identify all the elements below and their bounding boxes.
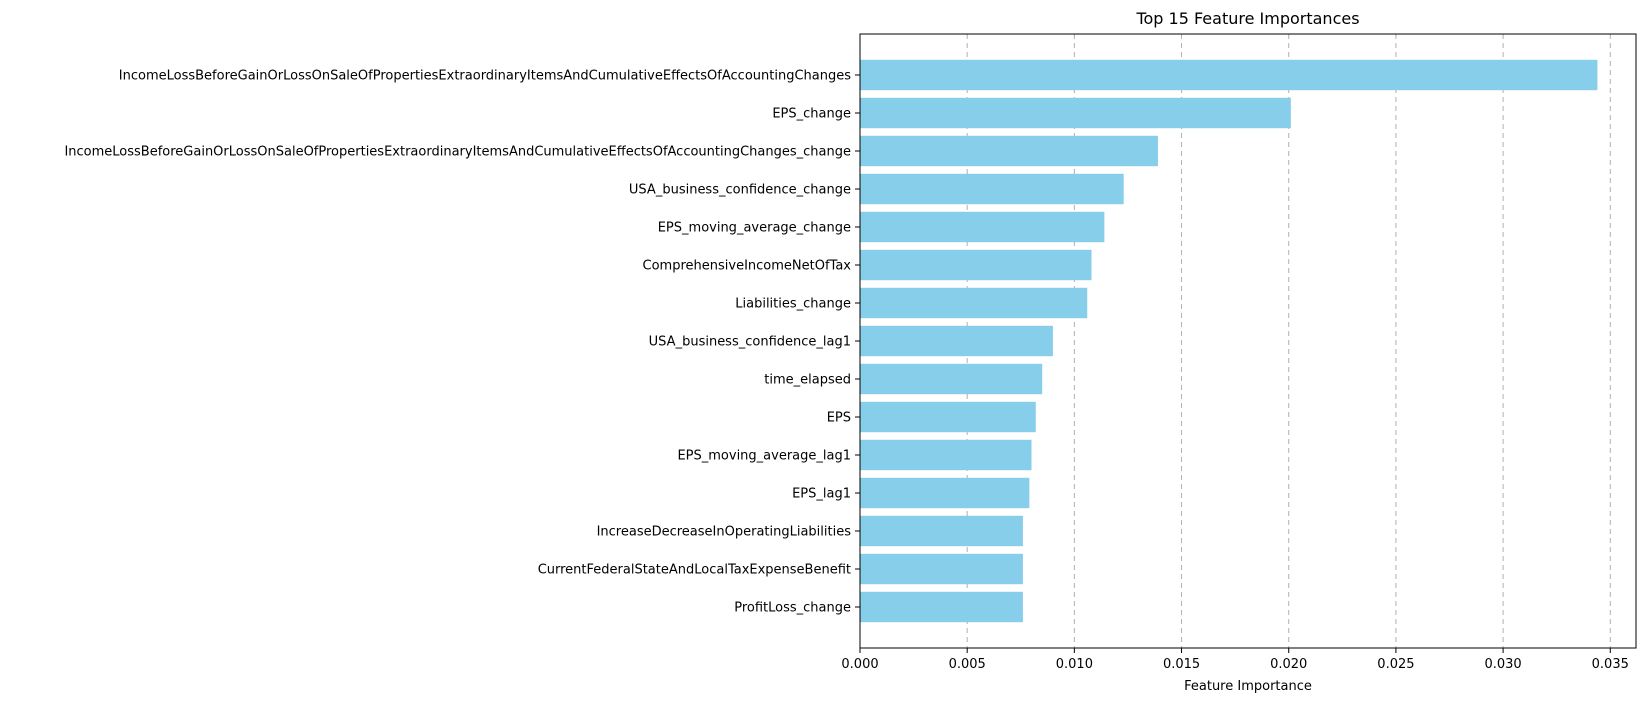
y-axis-ticks: IncomeLossBeforeGainOrLossOnSaleOfProper… xyxy=(64,69,860,616)
bar xyxy=(860,363,1043,395)
bar xyxy=(860,401,1036,433)
y-tick-label: USA_business_confidence_lag1 xyxy=(649,335,851,350)
y-tick-label: CurrentFederalStateAndLocalTaxExpenseBen… xyxy=(538,563,851,578)
bar xyxy=(860,287,1088,319)
y-tick-label: EPS_moving_average_lag1 xyxy=(677,449,851,464)
bar xyxy=(860,553,1023,585)
chart-title: Top 15 Feature Importances xyxy=(1135,9,1359,28)
y-tick-label: EPS xyxy=(827,411,851,426)
y-tick-label: USA_business_confidence_change xyxy=(629,183,851,198)
x-tick-label: 0.010 xyxy=(1056,657,1093,672)
bar xyxy=(860,135,1158,167)
y-tick-label: IncomeLossBeforeGainOrLossOnSaleOfProper… xyxy=(64,145,851,160)
y-tick-label: Liabilities_change xyxy=(735,297,851,312)
bar xyxy=(860,173,1124,205)
y-tick-label: EPS_lag1 xyxy=(792,487,851,502)
bar xyxy=(860,249,1092,281)
x-tick-label: 0.015 xyxy=(1163,657,1200,672)
bar xyxy=(860,477,1030,509)
bar xyxy=(860,591,1023,623)
bar xyxy=(860,439,1032,471)
bar xyxy=(860,97,1291,129)
x-axis-ticks: 0.000 0.005 0.010 0.015 0.020 0.025 0.030 0.035 xyxy=(841,648,1629,672)
x-tick-label: 0.020 xyxy=(1270,657,1307,672)
x-tick-label: 0.035 xyxy=(1592,657,1629,672)
y-tick-label: ProfitLoss_change xyxy=(734,601,851,616)
bar xyxy=(860,211,1105,243)
x-axis-title: Feature Importance xyxy=(1184,679,1312,694)
x-tick-label: 0.025 xyxy=(1377,657,1414,672)
bar xyxy=(860,515,1023,547)
y-tick-label: IncreaseDecreaseInOperatingLiabilities xyxy=(597,525,852,540)
bars xyxy=(860,59,1598,623)
x-tick-label: 0.030 xyxy=(1484,657,1521,672)
y-tick-label: EPS_change xyxy=(772,107,851,122)
y-tick-label: IncomeLossBeforeGainOrLossOnSaleOfProper… xyxy=(119,69,851,84)
x-tick-label: 0.005 xyxy=(949,657,986,672)
bar xyxy=(860,59,1598,91)
y-tick-label: time_elapsed xyxy=(764,373,851,388)
x-tick-label: 0.000 xyxy=(841,657,878,672)
y-tick-label: ComprehensiveIncomeNetOfTax xyxy=(643,259,852,274)
y-tick-label: EPS_moving_average_change xyxy=(658,221,851,236)
bar xyxy=(860,325,1053,357)
